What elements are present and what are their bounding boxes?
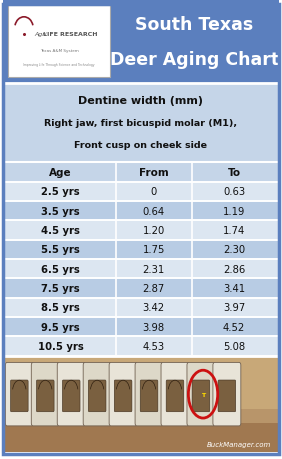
FancyBboxPatch shape — [8, 6, 110, 78]
FancyBboxPatch shape — [5, 363, 33, 426]
FancyBboxPatch shape — [62, 380, 80, 412]
FancyBboxPatch shape — [187, 363, 215, 426]
Text: 5.08: 5.08 — [223, 341, 245, 351]
FancyBboxPatch shape — [109, 363, 137, 426]
Text: 3.97: 3.97 — [223, 302, 245, 313]
Text: Deer Aging Chart: Deer Aging Chart — [110, 51, 279, 69]
FancyBboxPatch shape — [3, 298, 279, 317]
FancyBboxPatch shape — [83, 363, 111, 426]
Text: 1.74: 1.74 — [223, 225, 245, 235]
Text: Age: Age — [49, 168, 72, 178]
Text: 4.53: 4.53 — [143, 341, 165, 351]
Text: South Texas: South Texas — [135, 16, 254, 34]
Text: 5.5 yrs: 5.5 yrs — [41, 245, 80, 255]
Text: 4.52: 4.52 — [223, 322, 245, 332]
Text: 1.19: 1.19 — [223, 206, 245, 216]
FancyBboxPatch shape — [161, 363, 189, 426]
FancyBboxPatch shape — [114, 380, 132, 412]
FancyBboxPatch shape — [3, 356, 279, 452]
FancyBboxPatch shape — [135, 363, 163, 426]
Text: 10.5 yrs: 10.5 yrs — [38, 341, 83, 351]
FancyBboxPatch shape — [36, 380, 54, 412]
FancyBboxPatch shape — [192, 380, 210, 412]
Text: Right jaw, first bicuspid molar (M1),: Right jaw, first bicuspid molar (M1), — [45, 119, 237, 128]
FancyBboxPatch shape — [3, 0, 279, 84]
FancyBboxPatch shape — [3, 259, 279, 279]
Text: 3.41: 3.41 — [223, 283, 245, 293]
Text: 6.5 yrs: 6.5 yrs — [41, 264, 80, 274]
FancyBboxPatch shape — [3, 356, 279, 409]
Text: Agri: Agri — [34, 32, 47, 37]
Text: Improving Life Through Science and Technology: Improving Life Through Science and Techn… — [23, 63, 95, 67]
FancyBboxPatch shape — [3, 317, 279, 336]
Text: BuckManager.com: BuckManager.com — [206, 442, 271, 448]
Text: 7.5 yrs: 7.5 yrs — [41, 283, 80, 293]
FancyBboxPatch shape — [166, 380, 184, 412]
Text: 0.64: 0.64 — [143, 206, 165, 216]
Text: T: T — [201, 392, 205, 397]
FancyBboxPatch shape — [3, 84, 279, 163]
Text: To: To — [228, 168, 241, 178]
FancyBboxPatch shape — [57, 363, 85, 426]
Text: 0: 0 — [151, 187, 157, 197]
Text: From: From — [139, 168, 169, 178]
FancyBboxPatch shape — [3, 336, 279, 356]
FancyBboxPatch shape — [140, 380, 158, 412]
FancyBboxPatch shape — [10, 380, 28, 412]
FancyBboxPatch shape — [213, 363, 241, 426]
Text: 3.98: 3.98 — [143, 322, 165, 332]
Text: Dentine width (mm): Dentine width (mm) — [78, 96, 204, 106]
FancyBboxPatch shape — [31, 363, 59, 426]
Text: 2.31: 2.31 — [143, 264, 165, 274]
FancyBboxPatch shape — [3, 279, 279, 298]
Text: 1.75: 1.75 — [142, 245, 165, 255]
Text: LIFE RESEARCH: LIFE RESEARCH — [43, 32, 97, 37]
FancyBboxPatch shape — [88, 380, 106, 412]
Text: 4.5 yrs: 4.5 yrs — [41, 225, 80, 235]
FancyBboxPatch shape — [218, 380, 236, 412]
Text: 2.30: 2.30 — [223, 245, 245, 255]
FancyBboxPatch shape — [3, 423, 279, 452]
Text: 2.86: 2.86 — [223, 264, 245, 274]
FancyBboxPatch shape — [3, 240, 279, 259]
FancyBboxPatch shape — [3, 182, 279, 202]
FancyBboxPatch shape — [3, 202, 279, 221]
FancyBboxPatch shape — [3, 163, 279, 182]
Text: 3.42: 3.42 — [143, 302, 165, 313]
FancyBboxPatch shape — [3, 221, 279, 240]
Text: 1.20: 1.20 — [143, 225, 165, 235]
Text: 9.5 yrs: 9.5 yrs — [41, 322, 80, 332]
Text: 2.5 yrs: 2.5 yrs — [41, 187, 80, 197]
Text: Front cusp on cheek side: Front cusp on cheek side — [74, 141, 208, 150]
Text: 2.87: 2.87 — [143, 283, 165, 293]
Text: 8.5 yrs: 8.5 yrs — [41, 302, 80, 313]
Text: 0.63: 0.63 — [223, 187, 245, 197]
Text: Texas A&M System: Texas A&M System — [40, 49, 79, 53]
Text: 3.5 yrs: 3.5 yrs — [41, 206, 80, 216]
